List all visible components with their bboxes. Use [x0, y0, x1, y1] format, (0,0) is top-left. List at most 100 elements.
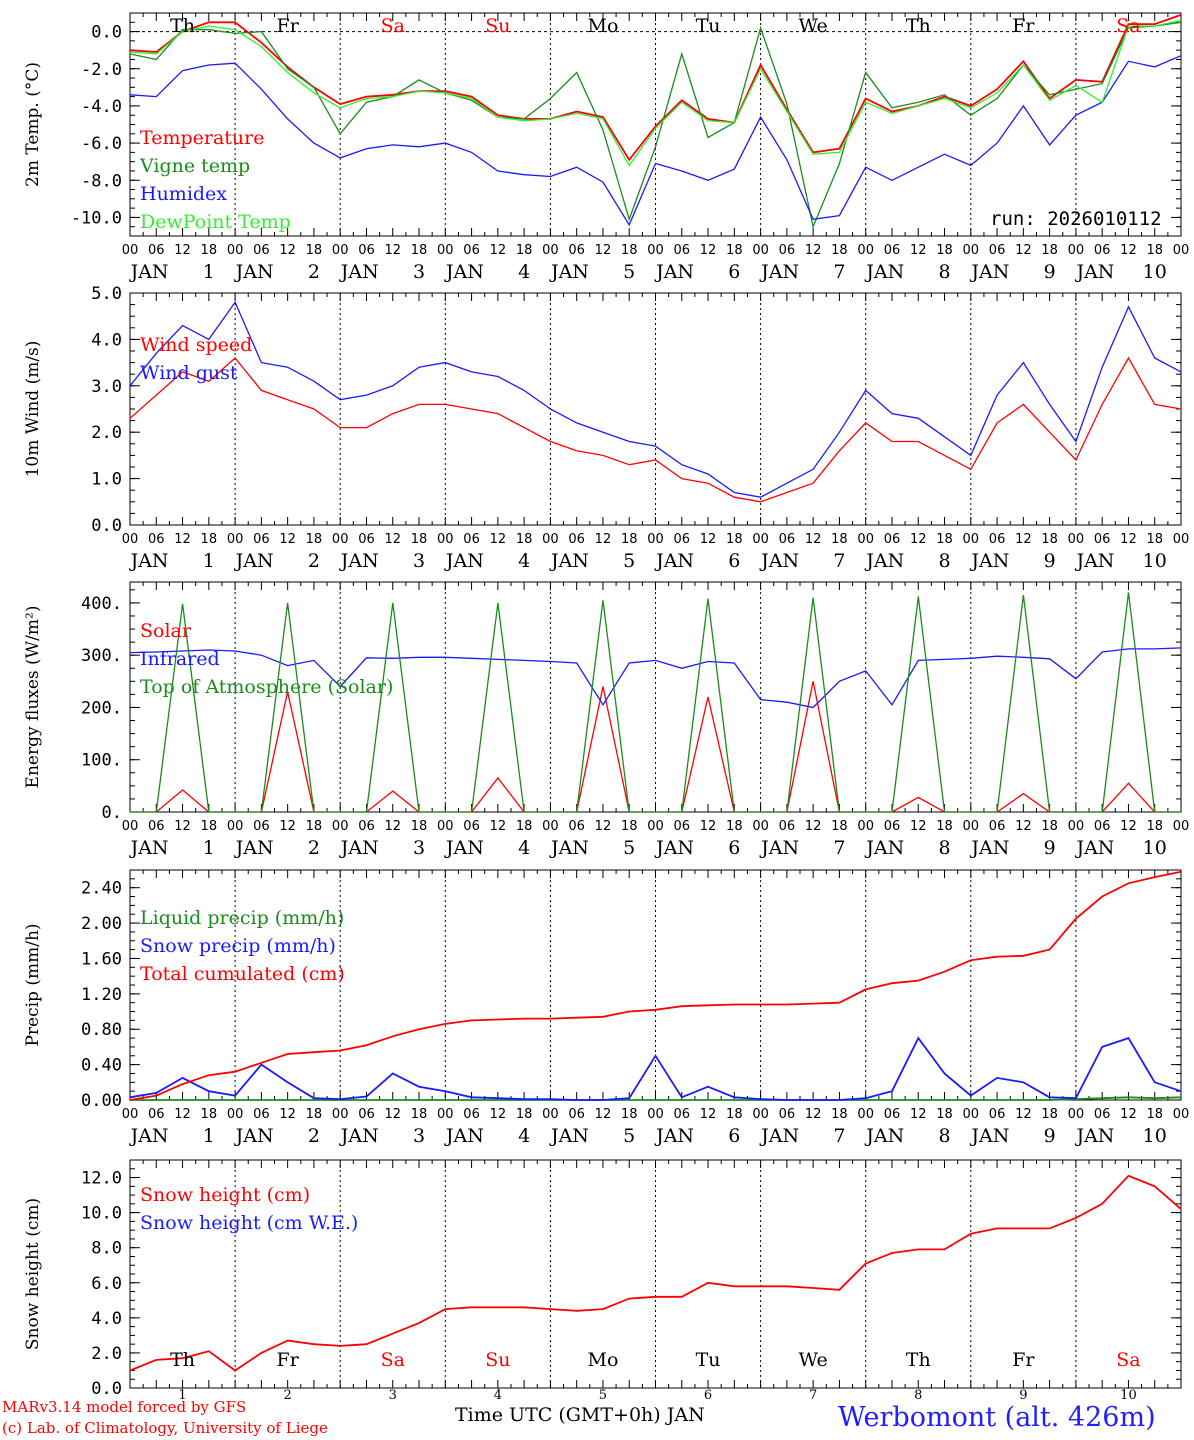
x-hour-label: 00 [963, 819, 980, 834]
x-hour-label: 12 [700, 243, 717, 258]
x-hour-label: 12 [910, 819, 927, 834]
x-hour-label: 18 [831, 243, 848, 258]
x-hour-label: 12 [1015, 819, 1032, 834]
x-hour-label: 12 [1015, 243, 1032, 258]
x-hour-label: 00 [752, 819, 769, 834]
x-date-label: 5 [623, 261, 635, 283]
x-hour-label: 06 [463, 1107, 480, 1122]
x-hour-label: 06 [779, 532, 796, 547]
y-tick-label: -2.0 [81, 60, 122, 80]
x-hour-label: 00 [1068, 819, 1085, 834]
x-hour-label: 12 [279, 243, 296, 258]
x-date-label: 3 [413, 261, 425, 283]
x-hour-label: 00 [542, 819, 559, 834]
x-hour-label: 12 [700, 532, 717, 547]
x-month-label: JAN [549, 261, 589, 283]
series-line-infrared [129, 647, 1182, 709]
x-hour-label: 18 [831, 819, 848, 834]
x-month-label: JAN [129, 550, 169, 572]
x-hour-label: 18 [306, 532, 323, 547]
x-hour-label: 00 [437, 532, 454, 547]
x-hour-label: 06 [358, 532, 375, 547]
x-hour-label: 12 [1120, 243, 1137, 258]
x-hour-label: 00 [752, 1107, 769, 1122]
x-month-label: JAN [549, 1125, 589, 1147]
bottom-date-label: 9 [1019, 1388, 1027, 1403]
y-tick-label: 0.0 [91, 1379, 122, 1399]
x-date-label: 6 [728, 261, 740, 283]
x-date-label: 10 [1143, 261, 1167, 283]
day-name-top: We [799, 15, 828, 37]
x-hour-label: 12 [279, 532, 296, 547]
x-hour-label: 06 [253, 243, 270, 258]
x-date-label: 1 [203, 837, 215, 859]
x-month-label: JAN [759, 261, 799, 283]
y-tick-label: 3.0 [91, 377, 122, 397]
x-hour-label: 12 [384, 243, 401, 258]
x-hour-label: 12 [805, 819, 822, 834]
x-date-label: 7 [833, 550, 845, 572]
x-hour-label: 06 [463, 532, 480, 547]
x-hour-label: 00 [647, 1107, 664, 1122]
bottom-date-label: 8 [914, 1388, 922, 1403]
day-name-bottom: Th [906, 1349, 931, 1371]
x-month-label: JAN [234, 261, 274, 283]
x-hour-label: 18 [201, 243, 218, 258]
x-month-label: JAN [339, 550, 379, 572]
x-hour-label: 00 [227, 819, 244, 834]
x-month-label: JAN [1074, 550, 1114, 572]
x-hour-label: 18 [411, 819, 428, 834]
bottom-date-label: 7 [809, 1388, 817, 1403]
x-hour-label: 06 [568, 243, 585, 258]
x-date-label: 9 [1044, 550, 1056, 572]
y-axis-label: Energy fluxes (W/m²) [23, 606, 43, 789]
x-hour-label: 18 [621, 1107, 638, 1122]
y-tick-label: 0.00 [81, 1091, 122, 1111]
x-hour-label: 00 [542, 532, 559, 547]
day-name-bottom: We [799, 1349, 828, 1371]
x-month-label: JAN [654, 261, 694, 283]
y-tick-label: 0.80 [81, 1020, 122, 1040]
x-date-label: 10 [1143, 550, 1167, 572]
y-tick-label: 0.0 [91, 516, 122, 536]
x-hour-label: 12 [174, 1107, 191, 1122]
x-hour-label: 00 [1068, 243, 1085, 258]
x-date-label: 6 [728, 837, 740, 859]
x-month-label: JAN [549, 837, 589, 859]
y-tick-label: 100. [81, 751, 122, 771]
x-date-label: 1 [203, 550, 215, 572]
x-month-label: JAN [129, 1125, 169, 1147]
x-month-label: JAN [1074, 261, 1114, 283]
x-hour-label: 00 [857, 1107, 874, 1122]
x-month-label: JAN [864, 837, 904, 859]
x-hour-label: 06 [148, 532, 165, 547]
x-hour-label: 06 [358, 243, 375, 258]
x-hour-label: 00 [437, 1107, 454, 1122]
legend-entry: Snow height (cm W.E.) [140, 1212, 358, 1234]
x-hour-label: 18 [936, 243, 953, 258]
x-hour-label: 12 [384, 1107, 401, 1122]
x-hour-label: 18 [516, 243, 533, 258]
day-name-top: Th [170, 15, 195, 37]
x-hour-label: 12 [910, 1107, 927, 1122]
day-name-top: Tu [696, 15, 721, 37]
x-hour-label: 12 [595, 1107, 612, 1122]
series-line-top-of-atmosphere-solar- [130, 592, 1181, 813]
x-hour-label: 12 [279, 819, 296, 834]
x-hour-label: 06 [674, 1107, 691, 1122]
series-line-snow-height-cm- [129, 1174, 1182, 1372]
x-hour-label: 12 [805, 243, 822, 258]
y-tick-label: 200. [81, 698, 122, 718]
x-hour-label: 18 [831, 1107, 848, 1122]
bottom-date-label: 2 [284, 1388, 292, 1403]
y-tick-label: 8.0 [91, 1239, 122, 1259]
x-date-label: 6 [728, 550, 740, 572]
x-month-label: JAN [444, 261, 484, 283]
x-hour-label: 12 [384, 819, 401, 834]
x-hour-label: 00 [963, 1107, 980, 1122]
x-hour-label: 06 [463, 819, 480, 834]
x-hour-label: 18 [516, 532, 533, 547]
x-hour-label: 00 [122, 819, 139, 834]
day-name-bottom: Su [485, 1349, 510, 1371]
